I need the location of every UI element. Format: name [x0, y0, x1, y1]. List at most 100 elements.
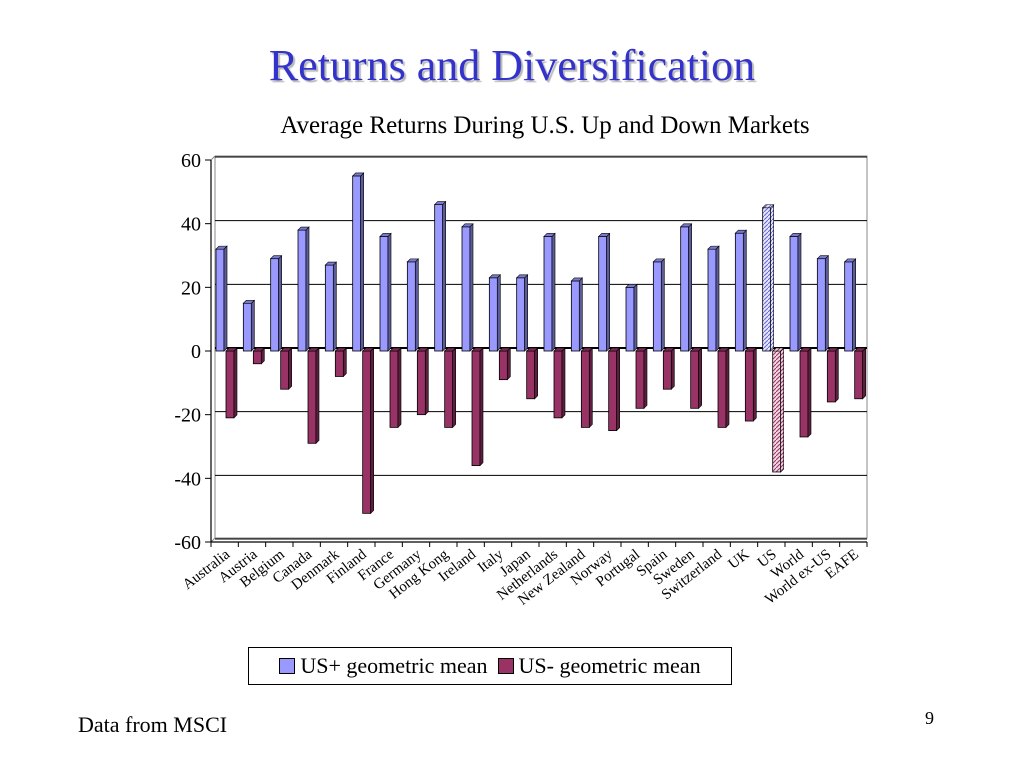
bar [580, 350, 590, 428]
bar-top [225, 347, 238, 352]
bar-side [671, 347, 675, 390]
bar [570, 280, 580, 352]
bar-side [479, 347, 484, 467]
bar [379, 235, 389, 352]
bar-group [843, 258, 857, 352]
bar-side [360, 172, 364, 352]
bar-side [251, 299, 255, 352]
bar-group [324, 261, 338, 352]
bar-top [744, 347, 758, 352]
legend-item-us-down: US- geometric mean [497, 653, 701, 679]
x-tick-label: UK [726, 546, 753, 572]
bar-group [269, 254, 283, 352]
bar-group [853, 347, 867, 400]
bar-top [297, 226, 310, 231]
bar-group [799, 347, 812, 438]
bar-group [471, 347, 484, 467]
bar-top [525, 347, 539, 352]
page-number: 9 [925, 708, 934, 728]
bar-group [379, 232, 392, 352]
bar-side [825, 254, 829, 352]
bar-top [580, 347, 594, 352]
bar [352, 175, 362, 352]
bar-top [734, 229, 748, 234]
bar [680, 226, 690, 352]
y-tick-label: 0 [191, 341, 201, 363]
bar-side [852, 258, 856, 352]
bar-top [543, 233, 556, 237]
bar-group [553, 347, 566, 419]
bar [488, 277, 498, 352]
bar [662, 350, 672, 390]
bar-side [534, 347, 538, 400]
chart-legend: US+ geometric mean US- geometric mean [248, 647, 732, 685]
bar-side [725, 347, 730, 429]
y-tick-label: -20 [174, 405, 201, 427]
bar-side [415, 258, 419, 352]
bar-side [753, 347, 757, 422]
bar-group [525, 347, 539, 400]
bar-group [225, 347, 238, 419]
bar [734, 232, 744, 352]
bar-group [744, 347, 758, 422]
bar-side [452, 347, 456, 429]
bar-side [780, 347, 784, 473]
bar-top [635, 347, 648, 352]
bar-top [553, 347, 566, 352]
bar [652, 261, 662, 352]
bar-top [242, 299, 256, 304]
bar-top [215, 245, 228, 250]
bar-side [223, 245, 228, 352]
bar-side [507, 347, 511, 381]
bar [406, 261, 416, 352]
bar-side [770, 204, 774, 352]
slide-title: Returns and Diversification [268, 41, 756, 90]
bar-side [442, 200, 446, 352]
bar-top [488, 274, 502, 279]
bar-group [488, 274, 502, 352]
bar-group [635, 347, 648, 410]
bar [772, 350, 782, 473]
bar-group [679, 223, 693, 352]
bar-side [616, 347, 620, 432]
bar [334, 350, 344, 377]
bar-side [333, 261, 337, 352]
bar [526, 350, 536, 400]
bar-group [297, 226, 310, 352]
bar-group [416, 347, 430, 416]
bar [816, 258, 826, 352]
bar-top [717, 347, 730, 352]
bar-top [597, 233, 611, 237]
bar [707, 248, 717, 352]
bar [625, 286, 635, 352]
bar-group [307, 347, 320, 445]
bar-side [343, 347, 347, 378]
bar [242, 302, 252, 352]
bar-top [625, 284, 638, 288]
bar-side [305, 226, 310, 352]
bar-side [606, 232, 610, 352]
bar-group [334, 347, 348, 378]
bar-side [288, 347, 292, 390]
bar [297, 229, 307, 352]
bar-group [570, 277, 584, 352]
bar-top [662, 347, 676, 352]
bar-side [698, 347, 702, 410]
plot-side-wall [210, 155, 216, 543]
bar [434, 204, 444, 352]
bar-group [625, 283, 638, 352]
bar-top [853, 347, 867, 352]
bar [307, 350, 317, 444]
bar [416, 350, 426, 416]
bar [444, 350, 454, 428]
bar-side [561, 347, 566, 419]
bar-group [734, 229, 748, 352]
bar [744, 350, 754, 422]
bar-group [406, 258, 420, 352]
bar-group [689, 347, 703, 410]
bar-group [443, 347, 457, 429]
bar-top [498, 347, 512, 352]
bar-group [461, 223, 474, 352]
bar-group [389, 347, 402, 429]
chart-title: Average Returns During U.S. Up and Down … [280, 112, 810, 139]
